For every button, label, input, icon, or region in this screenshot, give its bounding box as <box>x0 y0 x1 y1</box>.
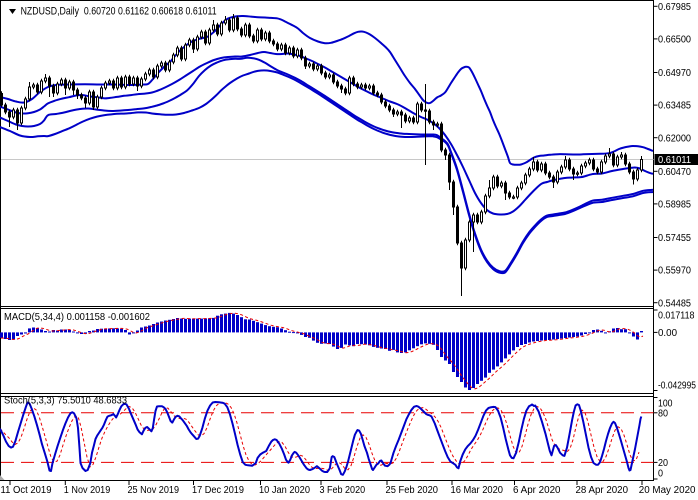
svg-text:0.67985: 0.67985 <box>658 2 691 13</box>
svg-text:10 Jan 2020: 10 Jan 2020 <box>259 485 310 496</box>
svg-text:20 May 2020: 20 May 2020 <box>639 485 696 496</box>
svg-text:16 Mar 2020: 16 Mar 2020 <box>451 485 504 496</box>
svg-text:17 Dec 2019: 17 Dec 2019 <box>192 485 244 496</box>
svg-text:0.66500: 0.66500 <box>658 35 691 46</box>
svg-text:0.00: 0.00 <box>658 328 677 339</box>
svg-text:0.60470: 0.60470 <box>658 167 691 178</box>
svg-text:25 Feb 2020: 25 Feb 2020 <box>386 485 439 496</box>
svg-text:0.63485: 0.63485 <box>658 101 691 112</box>
svg-text:0.017118: 0.017118 <box>658 311 695 322</box>
svg-text:MACD(5,34,4) 0.001158 -0.00160: MACD(5,34,4) 0.001158 -0.001602 <box>4 311 150 323</box>
svg-text:80: 80 <box>658 408 668 419</box>
svg-text:0.61011: 0.61011 <box>658 155 691 166</box>
svg-text:-0.042995: -0.042995 <box>658 380 696 391</box>
svg-text:0.64970: 0.64970 <box>658 68 691 79</box>
svg-text:28 Apr 2020: 28 Apr 2020 <box>576 485 629 496</box>
svg-text:0.58985: 0.58985 <box>658 200 691 211</box>
svg-text:11 Oct 2019: 11 Oct 2019 <box>1 485 52 496</box>
svg-text:0: 0 <box>658 469 663 480</box>
svg-text:3 Feb 2020: 3 Feb 2020 <box>320 485 366 496</box>
svg-text:0.62000: 0.62000 <box>658 133 691 144</box>
svg-text:Stoch(5,3,3) 75.5010 48.6833: Stoch(5,3,3) 75.5010 48.6833 <box>4 395 127 407</box>
svg-text:0.54485: 0.54485 <box>658 298 691 309</box>
svg-text:100: 100 <box>658 399 673 410</box>
svg-text:6 Apr 2020: 6 Apr 2020 <box>513 485 561 496</box>
svg-text:20: 20 <box>658 458 668 469</box>
svg-text:NZDUSD,Daily 0.60720 0.61162: NZDUSD,Daily 0.60720 0.61162 0.60618 0.6… <box>21 5 217 17</box>
svg-text:1 Nov 2019: 1 Nov 2019 <box>64 485 111 496</box>
svg-text:0.55970: 0.55970 <box>658 266 691 277</box>
svg-text:25 Nov 2019: 25 Nov 2019 <box>128 485 180 496</box>
svg-text:0.57455: 0.57455 <box>658 233 691 244</box>
